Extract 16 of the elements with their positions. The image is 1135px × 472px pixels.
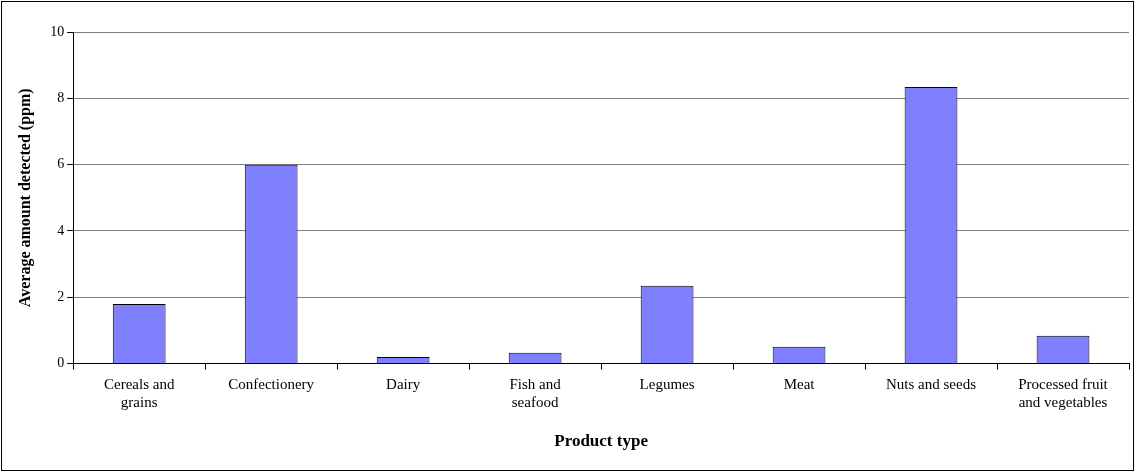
x-axis-title: Product type	[554, 431, 649, 451]
x-tick-label: Nuts and seeds	[886, 375, 977, 392]
y-axis-title: Average amount detected (ppm)	[15, 88, 34, 308]
y-tick-label: 0	[57, 355, 65, 371]
y-tick-label: 4	[57, 222, 65, 238]
y-tick-label: 6	[57, 156, 65, 172]
y-tick-label: 10	[50, 23, 65, 39]
x-tick-label: Fish and seafood	[509, 375, 562, 410]
x-tick-label: Meat	[783, 375, 816, 392]
y-tick-label: 8	[57, 89, 65, 105]
x-tick-label: Dairy	[386, 375, 421, 392]
x-tick-label: Processed fruit and vegetables	[1018, 375, 1109, 410]
x-tick-label: Cereals and grains	[103, 375, 175, 410]
x-tick-label: Confectionery	[228, 375, 315, 392]
x-tick-label: Legumes	[639, 375, 695, 392]
y-tick-label: 2	[57, 288, 65, 304]
